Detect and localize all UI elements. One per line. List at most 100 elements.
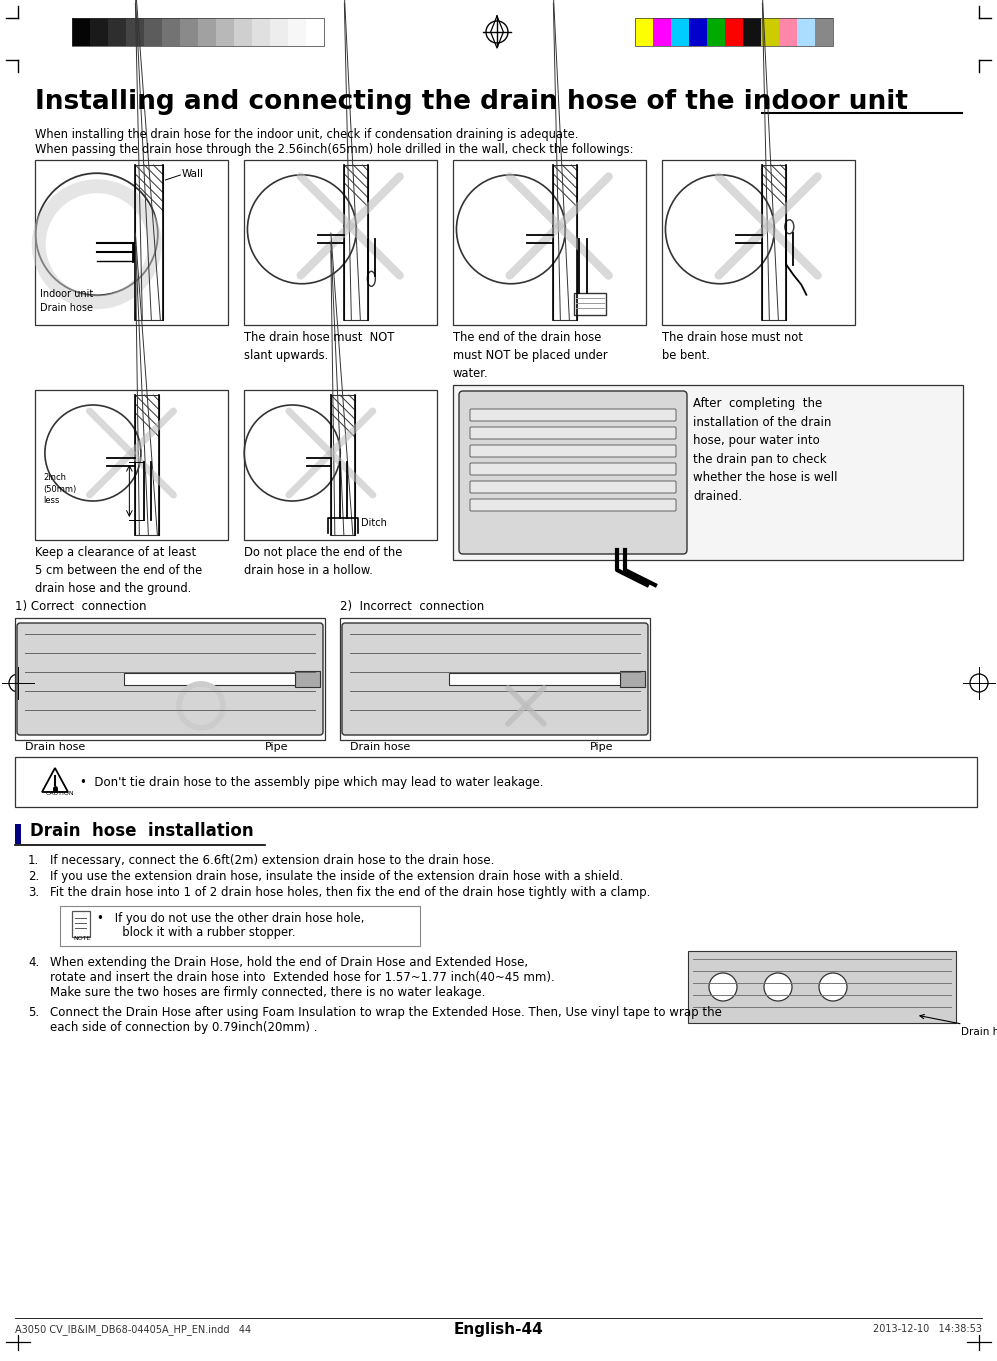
- FancyBboxPatch shape: [470, 463, 676, 475]
- Text: Drain hose: Drain hose: [25, 742, 86, 753]
- Text: Installing and connecting the drain hose of the indoor unit: Installing and connecting the drain hose…: [35, 88, 908, 114]
- Text: When passing the drain hose through the 2.56inch(65mm) hole drilled in the wall,: When passing the drain hose through the …: [35, 143, 633, 157]
- FancyBboxPatch shape: [342, 623, 648, 735]
- Bar: [340, 618, 650, 740]
- Bar: [295, 671, 320, 687]
- Bar: [35, 161, 228, 325]
- Text: •  Don't tie drain hose to the assembly pipe which may lead to water leakage.: • Don't tie drain hose to the assembly p…: [80, 776, 543, 788]
- Bar: [144, 18, 162, 46]
- Bar: [72, 18, 324, 46]
- Bar: [234, 18, 252, 46]
- Text: Drain  hose  installation: Drain hose installation: [30, 822, 253, 840]
- Bar: [449, 672, 620, 685]
- Bar: [743, 18, 761, 46]
- Text: NOTE: NOTE: [73, 936, 91, 940]
- Text: If you use the extension drain hose, insulate the inside of the extension drain : If you use the extension drain hose, ins…: [50, 870, 623, 883]
- Bar: [725, 18, 743, 46]
- Text: Make sure the two hoses are firmly connected, there is no water leakage.: Make sure the two hoses are firmly conne…: [50, 985, 486, 999]
- Text: After  completing  the
installation of the drain
hose, pour water into
the drain: After completing the installation of the…: [693, 397, 837, 502]
- Bar: [344, 165, 368, 320]
- Bar: [126, 18, 144, 46]
- Bar: [244, 391, 437, 540]
- Text: 2.: 2.: [28, 870, 39, 883]
- Bar: [688, 951, 956, 1023]
- Text: If necessary, connect the 6.6ft(2m) extension drain hose to the drain hose.: If necessary, connect the 6.6ft(2m) exte…: [50, 853, 495, 867]
- Text: 2)  Incorrect  connection: 2) Incorrect connection: [340, 600, 485, 612]
- Bar: [453, 385, 963, 559]
- Circle shape: [819, 973, 847, 1000]
- Bar: [15, 823, 21, 844]
- Bar: [662, 161, 855, 325]
- Bar: [288, 18, 306, 46]
- Text: The drain hose must not
be bent.: The drain hose must not be bent.: [662, 331, 803, 362]
- Text: The drain hose must  NOT
slant upwards.: The drain hose must NOT slant upwards.: [244, 331, 395, 362]
- Bar: [252, 18, 270, 46]
- Bar: [136, 395, 160, 535]
- Text: 2013-12-10   14:38:53: 2013-12-10 14:38:53: [873, 1324, 982, 1334]
- Bar: [198, 18, 216, 46]
- Text: Drain hose: Drain hose: [350, 742, 410, 753]
- Text: Pipe: Pipe: [590, 742, 613, 753]
- Text: English-44: English-44: [453, 1322, 543, 1337]
- Bar: [763, 165, 787, 320]
- Bar: [635, 18, 653, 46]
- Text: Ditch: Ditch: [361, 519, 387, 528]
- Bar: [453, 161, 646, 325]
- Bar: [797, 18, 815, 46]
- Text: 2inch
(50mm)
less: 2inch (50mm) less: [43, 474, 76, 505]
- Bar: [60, 906, 420, 946]
- Bar: [72, 18, 90, 46]
- Bar: [779, 18, 797, 46]
- Text: Drain hose: Drain hose: [40, 304, 93, 313]
- Text: Wall: Wall: [181, 169, 203, 180]
- Bar: [620, 671, 645, 687]
- Text: 4.: 4.: [28, 955, 39, 969]
- Bar: [553, 165, 577, 320]
- Text: Drain hose hole: Drain hose hole: [920, 1014, 997, 1037]
- FancyBboxPatch shape: [470, 445, 676, 457]
- Bar: [653, 18, 671, 46]
- Text: 3.: 3.: [28, 886, 39, 900]
- Bar: [574, 293, 606, 314]
- Polygon shape: [42, 768, 68, 792]
- FancyBboxPatch shape: [470, 427, 676, 440]
- Bar: [124, 672, 295, 685]
- Bar: [635, 18, 833, 46]
- Bar: [180, 18, 198, 46]
- FancyBboxPatch shape: [17, 623, 323, 735]
- Text: rotate and insert the drain hose into  Extended hose for 1.57~1.77 inch(40~45 mm: rotate and insert the drain hose into Ex…: [50, 970, 554, 984]
- Bar: [707, 18, 725, 46]
- Text: Indoor unit: Indoor unit: [40, 289, 94, 299]
- Text: each side of connection by 0.79inch(20mm) .: each side of connection by 0.79inch(20mm…: [50, 1021, 317, 1034]
- Bar: [815, 18, 833, 46]
- Text: Pipe: Pipe: [265, 742, 288, 753]
- Text: Connect the Drain Hose after using Foam Insulation to wrap the Extended Hose. Th: Connect the Drain Hose after using Foam …: [50, 1006, 722, 1019]
- Bar: [761, 18, 779, 46]
- Bar: [162, 18, 180, 46]
- Bar: [15, 757, 977, 807]
- Bar: [331, 395, 355, 535]
- Bar: [108, 18, 126, 46]
- Text: block it with a rubber stopper.: block it with a rubber stopper.: [97, 925, 295, 939]
- FancyBboxPatch shape: [470, 499, 676, 510]
- FancyBboxPatch shape: [470, 410, 676, 421]
- Bar: [90, 18, 108, 46]
- Circle shape: [709, 973, 737, 1000]
- Text: The end of the drain hose
must NOT be placed under
water.: The end of the drain hose must NOT be pl…: [453, 331, 607, 380]
- Text: •   If you do not use the other drain hose hole,: • If you do not use the other drain hose…: [97, 912, 364, 925]
- Text: Keep a clearance of at least
5 cm between the end of the
drain hose and the grou: Keep a clearance of at least 5 cm betwee…: [35, 546, 202, 595]
- Text: A3050 CV_IB&IM_DB68-04405A_HP_EN.indd   44: A3050 CV_IB&IM_DB68-04405A_HP_EN.indd 44: [15, 1324, 251, 1335]
- Bar: [270, 18, 288, 46]
- Text: 5.: 5.: [28, 1006, 39, 1019]
- Bar: [216, 18, 234, 46]
- Text: When extending the Drain Hose, hold the end of Drain Hose and Extended Hose,: When extending the Drain Hose, hold the …: [50, 955, 528, 969]
- Text: Fit the drain hose into 1 of 2 drain hose holes, then fix the end of the drain h: Fit the drain hose into 1 of 2 drain hos…: [50, 886, 650, 900]
- Circle shape: [764, 973, 792, 1000]
- Bar: [15, 618, 325, 740]
- Bar: [306, 18, 324, 46]
- Bar: [689, 18, 707, 46]
- Text: 1) Correct  connection: 1) Correct connection: [15, 600, 147, 612]
- Bar: [244, 161, 437, 325]
- Text: Do not place the end of the
drain hose in a hollow.: Do not place the end of the drain hose i…: [244, 546, 403, 577]
- FancyBboxPatch shape: [470, 480, 676, 493]
